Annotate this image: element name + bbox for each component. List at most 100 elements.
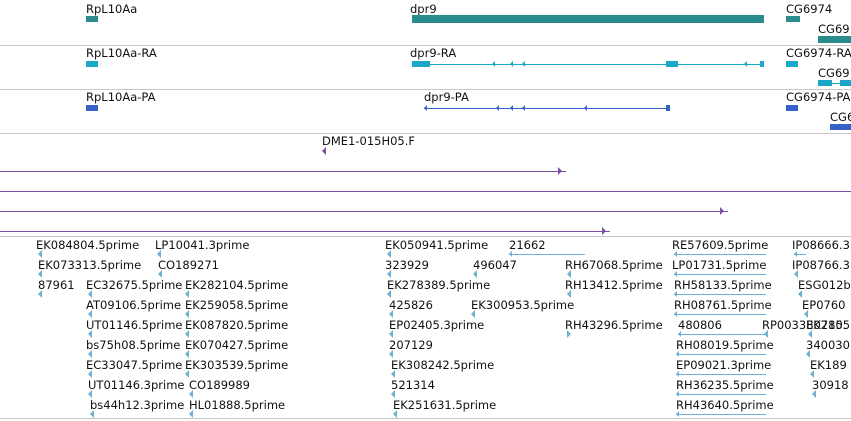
est-label[interactable]: UT01146.3prime — [88, 378, 185, 392]
est-label[interactable]: 30918 — [812, 378, 849, 392]
est-alignment — [676, 351, 679, 357]
est-label[interactable]: 323929 — [385, 258, 429, 272]
transcript-label[interactable]: dpr9-RA — [410, 46, 457, 60]
est-alignment — [473, 270, 477, 278]
transcript-glyph[interactable] — [786, 61, 798, 67]
est-label[interactable]: EK303539.5prime — [185, 358, 289, 372]
est-label[interactable]: EC33047.5prime — [86, 358, 183, 372]
est-label[interactable]: EC32675.5prime — [86, 278, 183, 292]
est-label[interactable]: UT01146.5prime — [86, 318, 183, 332]
est-label[interactable]: EK084804.5prime — [36, 238, 140, 252]
est-label[interactable]: CO189271 — [158, 258, 219, 272]
protein-glyph[interactable] — [786, 105, 798, 111]
est-alignment — [471, 310, 475, 318]
est-label[interactable]: EK300953.5prime — [471, 298, 575, 312]
transcript-intron — [412, 64, 764, 65]
est-label[interactable]: CO189989 — [189, 378, 250, 392]
est-alignment — [38, 290, 42, 298]
est-alignment — [38, 270, 42, 278]
protein-glyph[interactable] — [86, 105, 98, 111]
est-alignment — [678, 331, 681, 337]
est-label[interactable]: 425826 — [389, 298, 433, 312]
est-alignment — [674, 311, 677, 317]
est-label[interactable]: RE57609.5prime — [672, 238, 769, 252]
est-label[interactable]: 480806 — [678, 318, 722, 332]
est-label[interactable]: LP10041.3prime — [155, 238, 250, 252]
est-label[interactable]: EK278389.5prime — [387, 278, 491, 292]
est-label[interactable]: EK087820.5prime — [185, 318, 289, 332]
est-label[interactable]: RH43296.5prime — [565, 318, 663, 332]
est-label[interactable]: RH13412.5prime — [565, 278, 663, 292]
transcript-label[interactable]: RpL10Aa-RA — [86, 46, 157, 60]
protein-label[interactable]: RpL10Aa-PA — [86, 90, 156, 104]
est-label[interactable]: 21662 — [509, 238, 546, 252]
est-label[interactable]: bs75h08.5prime — [86, 338, 181, 352]
est-label[interactable]: RH08019.5prime — [676, 338, 774, 352]
transcript-exon[interactable] — [666, 61, 678, 67]
gene-glyph[interactable] — [786, 16, 800, 22]
protein-label[interactable]: CG6 — [830, 110, 851, 124]
gene-label[interactable]: RpL10Aa — [86, 2, 138, 16]
est-label[interactable]: LP01731.5prime — [672, 258, 767, 272]
est-label[interactable]: HL01888.5prime — [189, 398, 286, 412]
est-label[interactable]: 496047 — [473, 258, 517, 272]
transcript-label[interactable]: CG6974-RA — [786, 46, 851, 60]
protein-label[interactable]: dpr9-PA — [424, 90, 469, 104]
gene-glyph[interactable] — [818, 36, 851, 43]
est-label[interactable]: 521314 — [391, 378, 435, 392]
est-label[interactable]: EK259058.5prime — [185, 298, 289, 312]
transcript-label[interactable]: CG69 — [818, 66, 850, 80]
transcript-exon[interactable] — [840, 80, 851, 86]
transcript-glyph[interactable] — [86, 61, 98, 67]
est-label[interactable]: EK070427.5prime — [185, 338, 289, 352]
transcript-exon[interactable] — [412, 61, 430, 67]
est-alignment — [674, 314, 766, 315]
gene-label[interactable]: CG69 — [818, 22, 850, 36]
est-alignment — [389, 350, 393, 358]
est-alignment — [509, 254, 585, 255]
est-label[interactable]: IP08766.3 — [792, 258, 850, 272]
est-label[interactable]: EP09021.3prime — [676, 358, 772, 372]
gene-glyph[interactable] — [86, 16, 98, 22]
est-label[interactable]: 87961 — [38, 278, 75, 292]
est-label[interactable]: EK251631.5prime — [393, 398, 497, 412]
est-label[interactable]: 340030 — [806, 338, 850, 352]
est-label[interactable]: EK282104.5prime — [185, 278, 289, 292]
est-label[interactable]: EK050941.5prime — [385, 238, 489, 252]
est-label[interactable]: RH43640.5prime — [676, 398, 774, 412]
transcript-exon[interactable] — [818, 80, 832, 86]
est-label[interactable]: RH08761.5prime — [674, 298, 772, 312]
gene-glyph[interactable] — [412, 15, 764, 23]
est-label[interactable]: AT09106.5prime — [86, 298, 182, 312]
est-label[interactable]: RH36235.5prime — [676, 378, 774, 392]
est-label[interactable]: EK2155 — [806, 318, 851, 332]
est-alignment — [674, 254, 766, 255]
est-label[interactable]: EP0760 — [802, 298, 846, 312]
est-label[interactable]: EK073313.5prime — [38, 258, 142, 272]
est-alignment — [387, 290, 391, 298]
est-alignment — [185, 310, 189, 318]
est-alignment — [674, 291, 677, 297]
est-label[interactable]: RP003380780. — [762, 318, 847, 332]
est-label[interactable]: IP08666.3 — [792, 238, 850, 252]
est-label[interactable]: RH67068.5prime — [565, 258, 663, 272]
est-label[interactable]: EK308242.5prime — [391, 358, 495, 372]
clone-label[interactable]: DME1-015H05.F — [322, 134, 416, 148]
est-label[interactable]: RH58133.5prime — [674, 278, 772, 292]
gene-label[interactable]: dpr9 — [410, 2, 437, 16]
est-alignment — [387, 250, 391, 258]
est-alignment — [189, 410, 193, 418]
gene-label[interactable]: CG6974 — [786, 2, 833, 16]
transcript-exon[interactable] — [760, 61, 764, 67]
protein-exon[interactable] — [666, 105, 670, 111]
est-label[interactable]: ESG012b — [798, 278, 851, 292]
est-alignment — [676, 411, 679, 417]
est-label[interactable]: bs44h12.3prime — [90, 398, 185, 412]
est-label[interactable]: EK189 — [810, 358, 847, 372]
protein-glyph[interactable] — [830, 124, 851, 130]
protein-label[interactable]: CG6974-PA — [786, 90, 851, 104]
est-label[interactable]: 207129 — [389, 338, 433, 352]
est-label[interactable]: EP02405.3prime — [389, 318, 485, 332]
protein-exon — [522, 105, 525, 111]
